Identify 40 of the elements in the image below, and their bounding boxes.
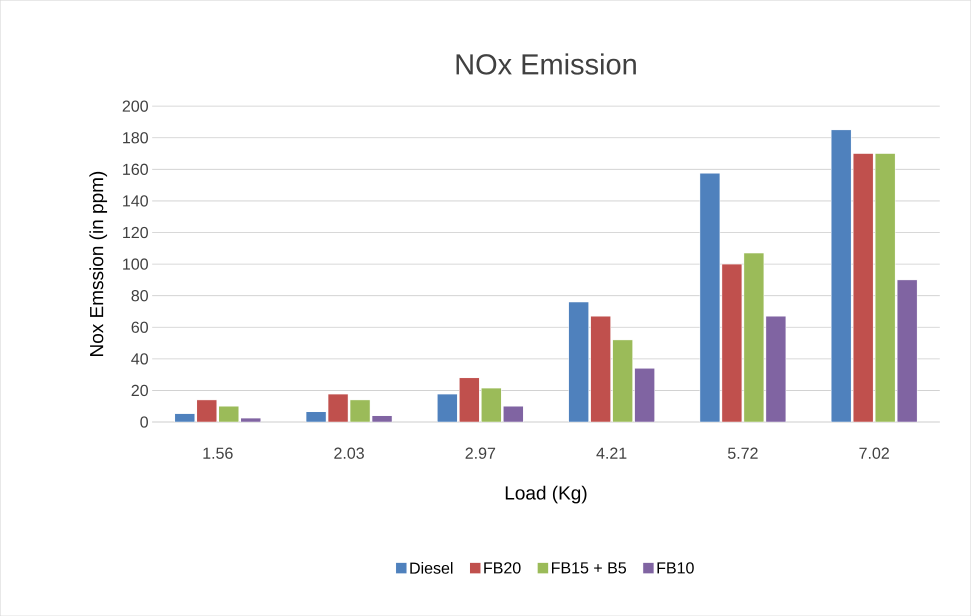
bar (568, 302, 589, 422)
bar (590, 316, 611, 422)
y-tick-label: 180 (123, 132, 148, 144)
y-tick-label: 100 (123, 258, 148, 270)
legend-label: FB10 (658, 562, 694, 574)
bar (481, 388, 502, 422)
x-tick-label: 2.97 (466, 447, 496, 459)
x-tick-label: 4.21 (596, 447, 626, 459)
y-tick-label: 0 (140, 416, 148, 428)
chart-title: NOx Emission (456, 53, 636, 75)
y-tick-label: 20 (132, 384, 148, 396)
bar (196, 400, 218, 422)
bar (744, 252, 764, 422)
y-tick-label: 60 (132, 322, 148, 333)
x-tick-label: 1.56 (203, 447, 233, 459)
bar (350, 400, 370, 422)
x-tick-label: 5.72 (728, 447, 758, 459)
y-tick-label: 160 (123, 164, 148, 175)
bar (722, 264, 742, 422)
y-tick-label: 200 (122, 100, 148, 112)
x-tick-label: 7.02 (859, 447, 889, 459)
y-tick-label: 120 (123, 226, 148, 238)
bar (328, 394, 348, 422)
bar (218, 406, 240, 422)
x-tick-label: 2.03 (334, 447, 364, 459)
bar (874, 153, 896, 422)
bar (437, 394, 458, 422)
x-axis-title: Load (Kg) (506, 486, 586, 504)
bar (830, 130, 852, 422)
legend-label: Diesel (410, 562, 452, 574)
y-tick-label: 140 (123, 195, 148, 207)
legend-label: FB20 (484, 562, 521, 574)
bar (459, 377, 480, 422)
y-tick-label: 80 (132, 290, 148, 302)
bar (852, 153, 874, 422)
y-tick-label: 40 (131, 353, 148, 364)
legend-label: FB15 + B5 (552, 562, 626, 574)
bar (700, 172, 720, 422)
y-axis-title: Nox Emssion (in ppm) (89, 172, 108, 356)
bar (612, 340, 633, 422)
